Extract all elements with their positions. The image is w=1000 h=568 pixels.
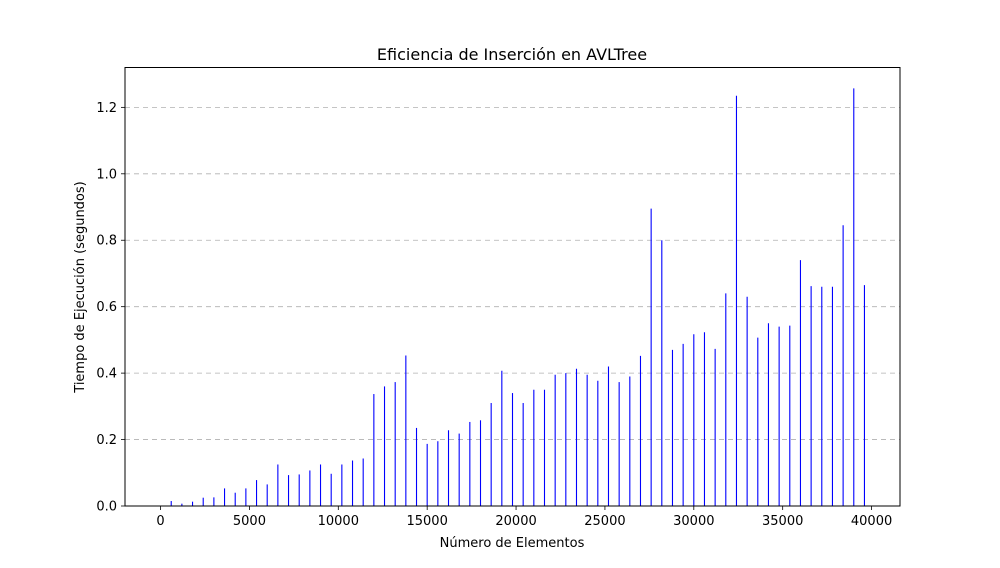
x-tick-label: 15000 (406, 514, 447, 529)
y-tick-label: 0.8 (96, 234, 117, 249)
x-tick-label: 10000 (318, 514, 359, 529)
x-tick-label: 0 (156, 514, 164, 529)
y-axis-label: Tiempo de Ejecución (segundos) (73, 181, 88, 393)
x-tick-label: 5000 (233, 514, 266, 529)
y-tick-label: 1.0 (96, 167, 117, 182)
y-axis: 0.0 0.2 0.4 0.6 0.8 1.0 1.2 (96, 101, 125, 515)
x-axis: 0 5000 10000 15000 20000 25000 30000 35000 40000 (156, 506, 892, 529)
x-tick-label: 35000 (762, 514, 803, 529)
y-tick-label: 0.6 (96, 300, 117, 315)
bars (170, 88, 865, 506)
x-tick-label: 30000 (673, 514, 714, 529)
y-tick-label: 1.2 (96, 101, 117, 116)
y-tick-label: 0.2 (96, 433, 117, 448)
y-tick-label: 0.4 (96, 367, 117, 382)
x-tick-label: 25000 (584, 514, 625, 529)
chart-title: Eficiencia de Inserción en AVLTree (377, 45, 647, 64)
x-tick-label: 20000 (495, 514, 536, 529)
x-tick-label: 40000 (851, 514, 892, 529)
plot-frame (124, 67, 901, 507)
y-tick-label: 0.0 (96, 500, 117, 515)
x-axis-label: Número de Elementos (440, 536, 585, 551)
